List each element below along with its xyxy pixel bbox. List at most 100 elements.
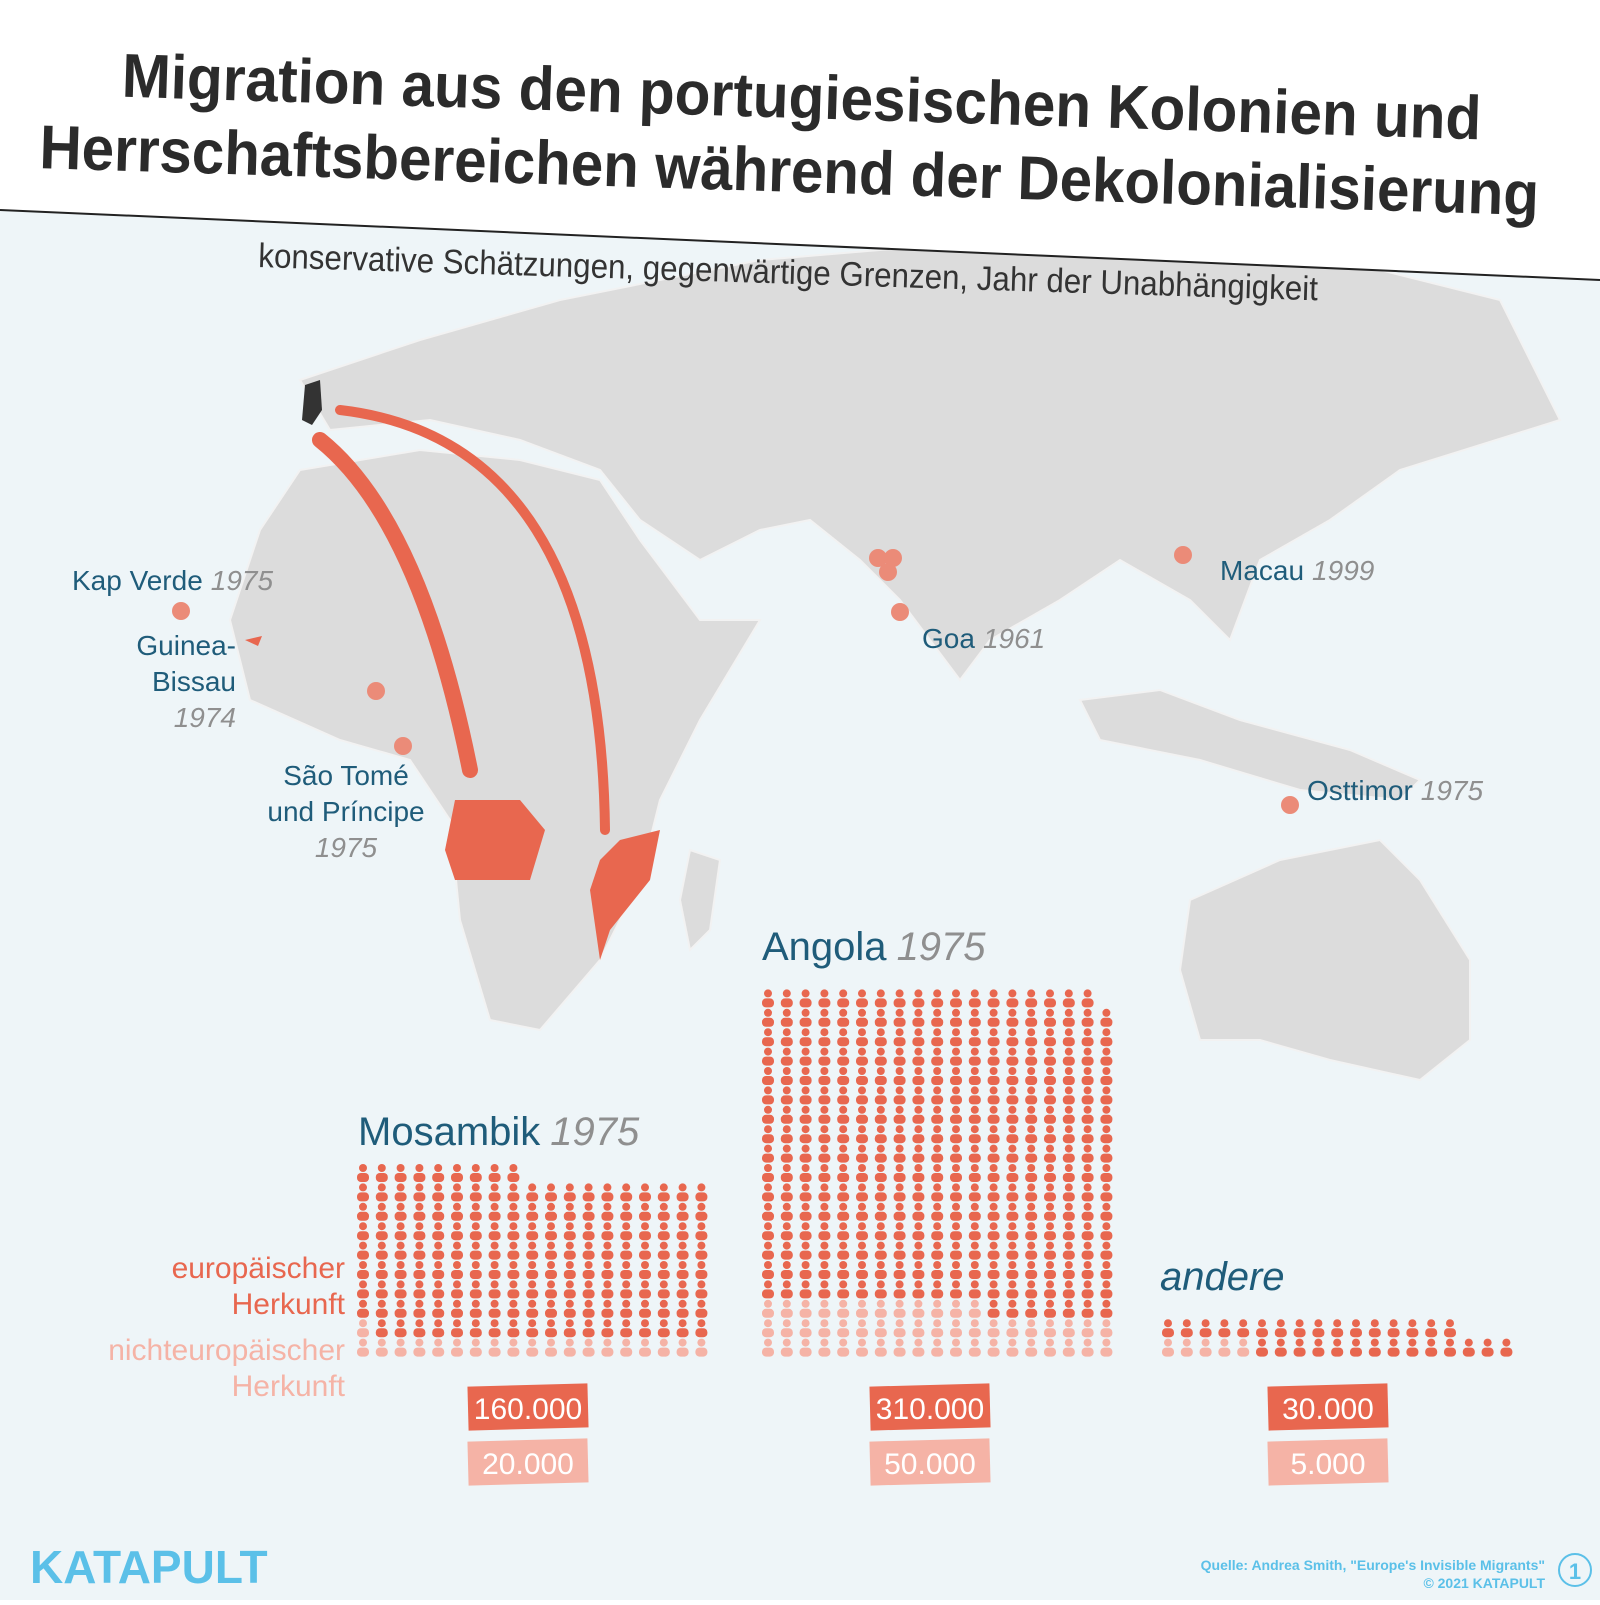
icon-head [1083,1319,1092,1328]
icon-body [1425,1347,1438,1357]
icon-head [547,1338,555,1347]
icon-body [676,1289,689,1299]
icon-body [1256,1328,1268,1338]
title-band [0,0,1600,280]
icon-head [1064,1299,1073,1308]
icon-body [987,1037,1000,1047]
person-icon [432,1202,445,1221]
icon-head [453,1280,461,1289]
icon-body [968,1328,981,1338]
person-icon [1100,1299,1113,1318]
icon-head [820,1222,829,1231]
person-icon [856,1319,868,1338]
icon-head [1083,1241,1092,1250]
icon-body [762,998,774,1008]
person-icon [451,1222,463,1241]
icon-body [968,1270,981,1279]
person-icon [874,1028,887,1047]
person-icon [837,1008,850,1027]
person-icon [507,1299,520,1318]
icon-body [1100,1076,1113,1085]
place-name: Goa [922,623,975,654]
icon-head [782,1338,791,1347]
icon-head [1008,1299,1017,1308]
icon-head [584,1183,593,1192]
person-icon [931,1183,944,1202]
person-icon [987,1319,1000,1338]
icon-head [764,1164,772,1172]
person-icon [931,1125,944,1144]
icon-head [1046,1299,1054,1308]
icon-head [876,1086,885,1095]
person-icon [1081,1319,1094,1338]
icon-head [471,1241,480,1250]
person-icon [1044,1222,1056,1241]
person-icon [563,1222,576,1241]
person-icon [1006,1086,1019,1105]
icon-body [837,1095,850,1105]
icon-body [874,1289,887,1299]
person-icon [601,1202,614,1221]
icon-head [952,1202,960,1211]
icon-head [914,1222,923,1231]
icon-body [1100,1095,1113,1105]
icon-body [1025,998,1038,1008]
icon-body [931,1095,944,1105]
icon-head [1083,1008,1092,1017]
icon-body [968,998,981,1008]
person-icon [432,1299,445,1318]
icon-head [876,1299,885,1308]
icon-head [453,1241,461,1250]
icon-body [695,1347,708,1357]
icon-body [451,1289,463,1299]
legend-label: Herkunft [232,1288,346,1321]
person-icon [1500,1338,1513,1357]
person-icon [987,1047,1000,1066]
person-icon [1025,1164,1038,1182]
icon-head [895,1241,904,1250]
icon-head [801,1299,810,1308]
icon-body [799,1270,812,1279]
person-icon [780,1222,793,1241]
icon-body [620,1347,633,1357]
icon-body [799,1173,812,1182]
icon-head [1258,1319,1266,1328]
group-year: 1975 [897,925,987,969]
person-icon [676,1280,689,1299]
person-icon [893,1261,906,1279]
icon-head [820,1086,829,1095]
icon-head [1046,1319,1054,1328]
icon-head [914,1164,923,1172]
icon-body [1025,1076,1038,1085]
person-icon [874,1338,887,1357]
icon-body [893,1308,906,1318]
icon-head [509,1299,518,1308]
icon-body [874,1153,887,1163]
person-icon [968,1008,981,1027]
person-icon [488,1241,501,1260]
icon-head [782,1319,791,1328]
icon-head [1258,1338,1266,1347]
icon-body [818,1289,831,1299]
person-icon [950,1241,962,1260]
person-icon [488,1299,501,1318]
person-icon [762,1008,774,1027]
icon-head [377,1241,386,1250]
icon-body [1044,1250,1056,1260]
person-icon [1100,1164,1113,1182]
icon-head [895,1067,904,1075]
icon-head [1027,1105,1036,1114]
person-icon [780,1338,793,1357]
person-icon [931,989,944,1008]
icon-head [820,1105,829,1114]
icon-body [818,1037,831,1047]
icon-head [970,1067,979,1075]
icon-head [989,1222,998,1231]
icon-head [952,1183,960,1192]
person-icon [856,1202,868,1221]
icon-head [895,1028,904,1037]
icon-head [1239,1338,1248,1347]
person-icon [469,1183,482,1202]
icon-head [858,1280,866,1289]
person-icon [1406,1338,1419,1357]
